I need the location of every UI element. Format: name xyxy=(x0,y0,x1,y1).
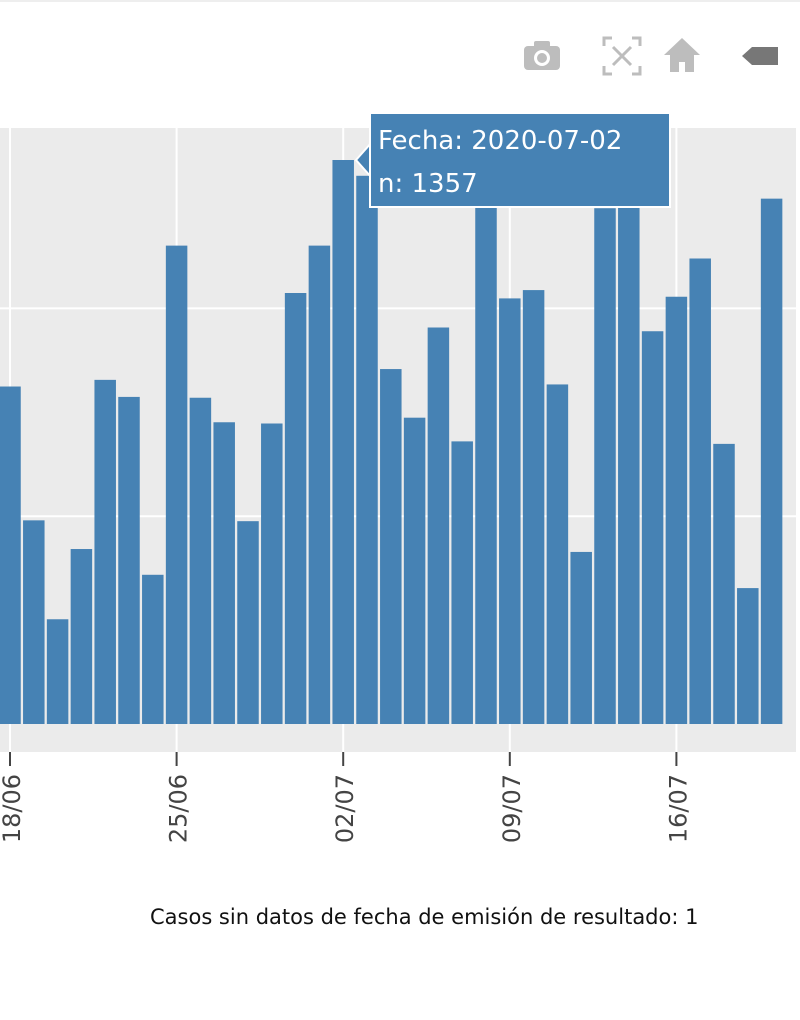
bar-2020-07-12[interactable] xyxy=(570,551,592,724)
bar-2020-06-18[interactable] xyxy=(0,386,21,724)
bar-2020-06-30[interactable] xyxy=(284,292,307,724)
bar-2020-07-19[interactable] xyxy=(737,588,759,724)
top-divider xyxy=(0,0,800,2)
camera-icon[interactable] xyxy=(518,32,566,80)
tooltip-box xyxy=(369,112,671,208)
bar-2020-07-05[interactable] xyxy=(403,417,426,724)
x-tick-label: 02/07 xyxy=(331,774,359,843)
x-tick-label: 09/07 xyxy=(498,774,526,843)
bar-2020-06-25[interactable] xyxy=(165,245,188,724)
bar-2020-06-19[interactable] xyxy=(23,520,45,724)
x-tick-label: 25/06 xyxy=(165,774,193,843)
x-axis: 18/06 25/06 02/07 09/07 16/07 xyxy=(0,752,692,843)
bar-2020-07-01[interactable] xyxy=(308,245,331,724)
bar-2020-07-17[interactable] xyxy=(689,258,711,724)
bar-2020-07-20[interactable] xyxy=(760,198,783,725)
bar-2020-07-15[interactable] xyxy=(641,331,664,724)
bar-2020-06-22[interactable] xyxy=(94,379,116,724)
bar-2020-07-11[interactable] xyxy=(546,384,569,724)
bar-2020-07-09[interactable] xyxy=(499,298,521,724)
tag-icon[interactable] xyxy=(736,32,784,80)
hover-tooltip: Fecha: 2020-07-02 n: 1357 xyxy=(354,112,671,208)
home-icon[interactable] xyxy=(658,32,706,80)
x-tick-label: 16/07 xyxy=(664,774,692,843)
bar-2020-06-21[interactable] xyxy=(70,549,93,724)
bar-2020-07-04[interactable] xyxy=(380,369,402,724)
tooltip-date: Fecha: 2020-07-02 xyxy=(378,126,622,156)
bar-2020-07-06[interactable] xyxy=(427,327,450,724)
autoscale-icon[interactable] xyxy=(598,32,646,80)
bar-2020-07-08[interactable] xyxy=(475,206,497,724)
bar-2020-07-18[interactable] xyxy=(713,443,735,724)
chart-modebar xyxy=(518,32,788,80)
bars xyxy=(0,160,783,725)
missing-date-note: Casos sin datos de fecha de emisión de r… xyxy=(150,905,699,929)
bar-2020-07-14[interactable] xyxy=(618,204,640,724)
bar-2020-06-26[interactable] xyxy=(189,397,212,724)
bar-2020-06-28[interactable] xyxy=(237,521,259,724)
bar-2020-07-13[interactable] xyxy=(594,208,616,725)
x-tick-label: 18/06 xyxy=(0,774,26,843)
bar-2020-07-02[interactable] xyxy=(332,160,354,724)
bar-2020-07-10[interactable] xyxy=(522,290,545,724)
bar-2020-06-27[interactable] xyxy=(213,422,235,724)
bar-2020-07-03[interactable] xyxy=(356,175,378,725)
bar-2020-06-23[interactable] xyxy=(118,396,140,724)
tooltip-count: n: 1357 xyxy=(378,169,478,199)
bar-2020-06-24[interactable] xyxy=(142,574,164,724)
bar-2020-06-20[interactable] xyxy=(46,619,69,724)
bar-2020-07-07[interactable] xyxy=(451,441,473,724)
bar-2020-07-16[interactable] xyxy=(665,296,688,724)
bar-2020-06-29[interactable] xyxy=(261,423,283,724)
